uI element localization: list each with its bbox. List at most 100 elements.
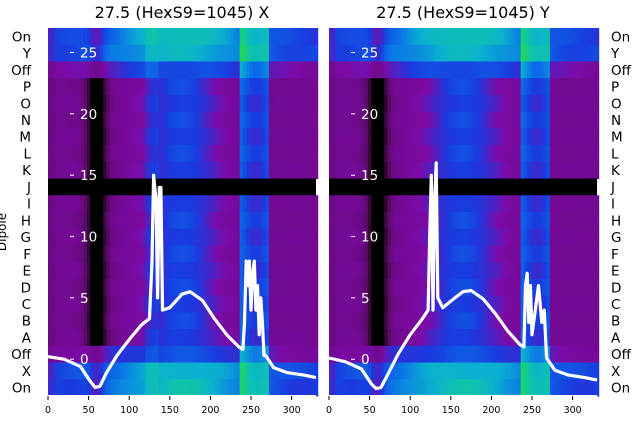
heatmap-cell bbox=[423, 78, 428, 96]
heatmap-cell bbox=[48, 362, 52, 380]
heatmap-cell bbox=[145, 295, 150, 313]
heatmap-cell bbox=[132, 94, 137, 113]
heatmap-cell bbox=[419, 128, 424, 146]
heatmap-cell bbox=[54, 28, 59, 46]
heatmap-cell bbox=[442, 245, 447, 263]
heatmap-cell bbox=[242, 379, 247, 397]
heatmap-cell bbox=[445, 278, 450, 297]
heatmap-cell bbox=[60, 245, 65, 263]
heatmap-cell bbox=[142, 195, 147, 213]
heatmap-cell bbox=[220, 278, 225, 297]
heatmap-cell bbox=[158, 278, 163, 297]
heatmap-cell bbox=[400, 345, 405, 364]
heatmap-cell bbox=[73, 145, 78, 163]
heatmap-cell bbox=[57, 128, 62, 146]
heatmap-cell bbox=[291, 195, 296, 213]
heatmap-cell bbox=[377, 128, 382, 146]
heatmap-cell bbox=[187, 128, 192, 146]
heatmap-cell bbox=[501, 161, 506, 180]
heatmap-cell bbox=[416, 228, 421, 246]
heatmap-cell bbox=[226, 312, 231, 330]
heatmap-cell bbox=[348, 128, 353, 146]
heatmap-cell bbox=[213, 228, 218, 246]
heatmap-cell bbox=[530, 44, 535, 62]
heatmap-cell bbox=[177, 161, 182, 180]
heatmap-cell bbox=[83, 195, 88, 213]
heatmap-cell bbox=[413, 111, 418, 129]
heatmap-cell bbox=[220, 78, 225, 96]
heatmap-cell bbox=[252, 61, 257, 79]
heatmap-cell bbox=[233, 212, 238, 230]
heatmap-cell bbox=[210, 111, 215, 129]
heatmap-cell bbox=[481, 161, 486, 180]
heatmap-cell bbox=[200, 228, 205, 246]
heatmap-cell bbox=[403, 345, 408, 364]
heatmap-cell bbox=[579, 362, 583, 380]
heatmap-cell bbox=[116, 329, 121, 347]
heatmap-cell bbox=[226, 212, 231, 230]
heatmap-cell bbox=[285, 228, 289, 246]
heatmap-cell bbox=[48, 262, 52, 280]
heatmap-cell bbox=[77, 212, 82, 230]
heatmap-cell bbox=[572, 195, 577, 213]
heatmap-cell bbox=[543, 28, 548, 46]
heatmap-cell bbox=[246, 345, 251, 364]
heatmap-cell bbox=[556, 161, 561, 180]
heatmap-cell bbox=[358, 228, 363, 246]
heatmap-cell bbox=[109, 78, 114, 96]
heatmap-cell bbox=[210, 195, 215, 213]
heatmap-cell bbox=[64, 61, 69, 79]
heatmap-cell bbox=[481, 295, 486, 313]
heatmap-cell bbox=[285, 28, 289, 46]
heatmap-cell bbox=[494, 44, 499, 62]
heatmap-cell bbox=[335, 262, 340, 280]
heatmap-cell bbox=[345, 145, 350, 163]
heatmap-cell bbox=[393, 161, 398, 180]
heatmap-cell bbox=[390, 312, 395, 330]
heatmap-cell bbox=[93, 78, 98, 96]
heatmap-cell bbox=[265, 161, 270, 180]
heatmap-cell bbox=[533, 44, 538, 62]
heatmap-cell bbox=[187, 195, 192, 213]
heatmap-cell bbox=[592, 212, 596, 230]
row-label: C bbox=[22, 297, 31, 313]
heatmap-cell bbox=[129, 362, 134, 380]
heatmap-cell bbox=[272, 379, 276, 397]
heatmap-cell bbox=[416, 195, 421, 213]
heatmap-cell bbox=[298, 228, 302, 246]
heatmap-cell bbox=[242, 362, 247, 380]
heatmap-cell bbox=[390, 262, 395, 280]
heatmap-cell bbox=[86, 161, 91, 180]
heatmap-cell bbox=[135, 245, 140, 263]
heatmap-cell bbox=[455, 61, 460, 79]
heatmap-cell bbox=[329, 145, 333, 163]
heatmap-cell bbox=[86, 128, 91, 146]
heatmap-cell bbox=[213, 61, 218, 79]
heatmap-cell bbox=[125, 28, 130, 46]
heatmap-cell bbox=[48, 228, 52, 246]
heatmap-cell bbox=[475, 379, 480, 397]
heatmap-cell bbox=[335, 329, 340, 347]
heatmap-cell bbox=[262, 212, 267, 230]
heatmap-cell bbox=[194, 28, 199, 46]
heatmap-cell bbox=[138, 195, 143, 213]
heatmap-cell bbox=[533, 262, 538, 280]
overlay-tick-label: 5 bbox=[361, 291, 370, 307]
heatmap-cell bbox=[445, 345, 450, 364]
heatmap-cell bbox=[285, 195, 289, 213]
heatmap-cell bbox=[497, 329, 502, 347]
heatmap-cell bbox=[354, 345, 359, 364]
heatmap-cell bbox=[301, 295, 306, 313]
heatmap-cell bbox=[122, 278, 127, 297]
heatmap-cell bbox=[132, 329, 137, 347]
heatmap-cell bbox=[278, 245, 283, 263]
heatmap-cell bbox=[73, 28, 78, 46]
heatmap-cell bbox=[223, 312, 228, 330]
heatmap-cell bbox=[203, 345, 208, 364]
heatmap-cell bbox=[514, 195, 519, 213]
heatmap-cell bbox=[109, 195, 114, 213]
heatmap-cell bbox=[436, 94, 441, 113]
heatmap-cell bbox=[304, 345, 309, 364]
heatmap-cell bbox=[294, 295, 299, 313]
heatmap-cell bbox=[197, 61, 202, 79]
